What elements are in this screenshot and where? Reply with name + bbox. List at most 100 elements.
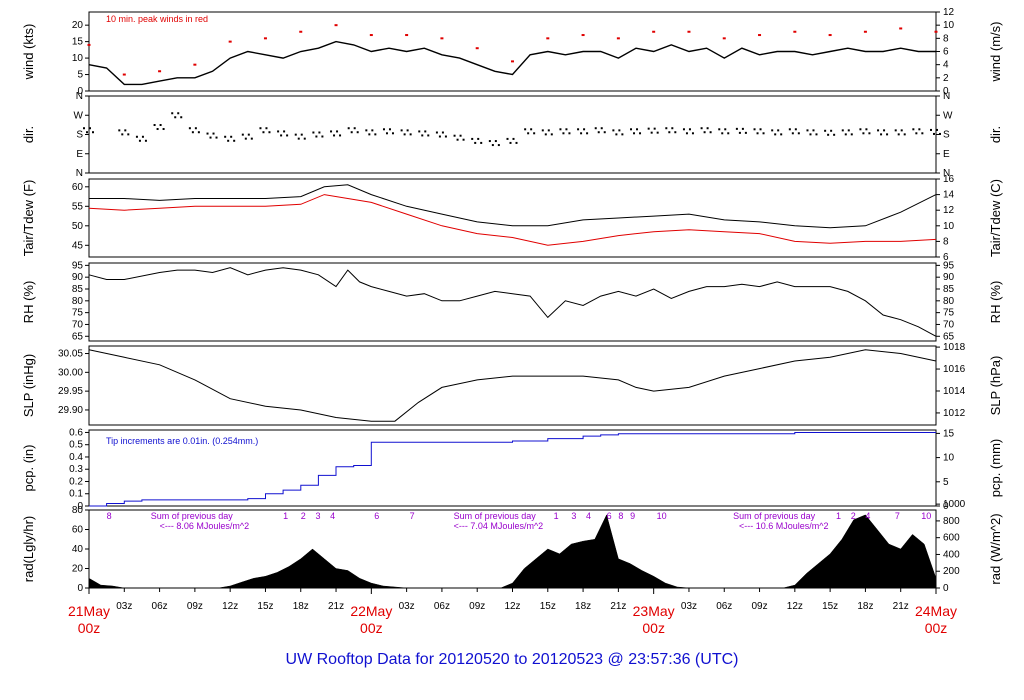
peak-wind-point xyxy=(87,43,91,46)
dir-point xyxy=(921,132,924,135)
dir-point xyxy=(406,129,409,132)
y-tick-label-left: 29.90 xyxy=(58,405,83,416)
dir-point xyxy=(424,130,427,133)
dir-point xyxy=(724,128,727,131)
y-tick-label-left: 5 xyxy=(77,70,83,81)
dir-point xyxy=(900,129,903,132)
dir-point xyxy=(409,133,412,136)
dir-point xyxy=(771,129,774,132)
y-tick-label-right: 95 xyxy=(943,260,955,271)
radiation-annotation: <--- 10.6 MJoules/m^2 xyxy=(739,521,829,531)
dir-point xyxy=(653,127,656,130)
x-day-label: 21May xyxy=(68,603,110,619)
radiation-annotation: 7 xyxy=(410,511,415,521)
dir-point xyxy=(418,130,421,133)
dir-point xyxy=(268,131,271,134)
dir-point xyxy=(738,131,741,134)
dir-point xyxy=(762,132,765,135)
y-tick-label-left: 0 xyxy=(77,583,83,594)
dir-point xyxy=(524,128,527,131)
dir-point xyxy=(868,132,871,135)
dir-point xyxy=(939,132,941,135)
panel-wind xyxy=(85,11,940,92)
dir-point xyxy=(544,133,547,136)
dir-point xyxy=(721,132,724,135)
peak-wind-point xyxy=(546,37,550,40)
y-tick-label-right: 6 xyxy=(943,47,949,58)
y-axis-label-right: rad (W/m^2) xyxy=(988,513,1003,584)
y-tick-label-right: 400 xyxy=(943,549,960,560)
radiation-annotation: Sum of previous day xyxy=(733,511,816,521)
y-axis-label-left: wind (kts) xyxy=(21,24,36,81)
dir-point xyxy=(118,129,121,132)
dir-point xyxy=(691,132,694,135)
dir-point xyxy=(665,127,668,130)
dir-point xyxy=(833,133,836,136)
y-tick-label-right: S xyxy=(943,130,950,141)
dir-point xyxy=(197,131,200,134)
x-day-label: 22May xyxy=(350,603,392,619)
x-tick-label: 15z xyxy=(540,601,556,612)
peak-wind-point xyxy=(616,37,620,40)
y-tick-label-right: 200 xyxy=(943,566,960,577)
panel-frame xyxy=(88,262,937,342)
dir-point xyxy=(382,128,385,131)
dir-point xyxy=(700,127,703,130)
y-tick-label-left: 60 xyxy=(72,525,84,536)
x-tick-label: 21z xyxy=(893,601,909,612)
x-tick-label: 18z xyxy=(293,601,309,612)
y-tick-label-right: 85 xyxy=(943,284,955,295)
dir-point xyxy=(509,141,512,144)
dir-point xyxy=(630,128,633,131)
dir-point xyxy=(488,140,491,143)
y-tick-label-left: 40 xyxy=(72,544,84,555)
dir-point xyxy=(356,131,359,134)
dir-point xyxy=(639,132,642,135)
dir-point xyxy=(456,138,459,141)
dir-point xyxy=(685,132,688,135)
peak-wind-point xyxy=(687,30,691,33)
dir-point xyxy=(141,135,144,138)
dir-point xyxy=(350,131,353,134)
dir-point xyxy=(565,128,568,131)
chart-title: UW Rooftop Data for 20120520 to 20120523… xyxy=(285,651,739,668)
dir-point xyxy=(194,127,197,130)
y-axis-label-right: RH (%) xyxy=(988,281,1003,324)
y-tick-label-left: 45 xyxy=(72,240,84,251)
dir-point xyxy=(812,129,815,132)
dir-point xyxy=(794,128,797,131)
y-tick-label-right: 600 xyxy=(943,533,960,544)
dir-point xyxy=(741,127,744,130)
dir-point xyxy=(339,134,342,137)
dir-point xyxy=(656,131,659,134)
dir-point xyxy=(333,134,336,137)
dir-point xyxy=(206,132,209,135)
peak-wind-point xyxy=(511,60,514,63)
dir-point xyxy=(830,129,833,132)
x-tick-label: 15z xyxy=(257,601,273,612)
dir-point xyxy=(209,136,212,139)
dir-point xyxy=(388,128,391,131)
dir-point xyxy=(227,139,230,142)
dir-point xyxy=(586,132,589,135)
dir-point xyxy=(859,128,862,131)
x-tick-label: 12z xyxy=(504,601,520,612)
radiation-annotation: Sum of previous day xyxy=(454,511,537,521)
dir-point xyxy=(265,127,268,130)
dir-point xyxy=(515,141,518,144)
dir-point xyxy=(435,131,438,134)
dir-point xyxy=(421,134,424,137)
radiation-annotation: 1 xyxy=(554,511,559,521)
dir-point xyxy=(600,127,603,130)
dir-point xyxy=(368,133,371,136)
dir-point xyxy=(497,144,500,147)
y-tick-label-right: 16 xyxy=(943,174,955,185)
y-tick-label-left: 80 xyxy=(72,296,84,307)
dir-point xyxy=(86,131,88,134)
x-day-time-label: 00z xyxy=(925,620,948,636)
dir-point xyxy=(827,133,830,136)
peak-wind-point xyxy=(934,30,938,33)
y-tick-label-left: 29.95 xyxy=(58,386,83,397)
radiation-annotation: 3 xyxy=(315,511,320,521)
y-tick-label-left: 30.05 xyxy=(58,349,83,360)
